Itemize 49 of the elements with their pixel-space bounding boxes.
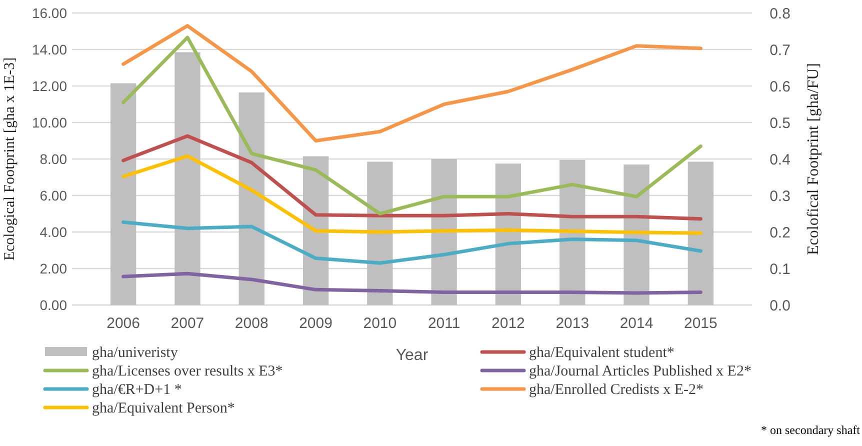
y-axis-title: Ecological Footprint [gha x 1E-3] (2, 57, 18, 261)
x-tick-label: 2010 (363, 315, 397, 332)
legend-label: gha/Enrolled Credists x E-2* (529, 382, 704, 398)
bar (238, 92, 264, 305)
y-tick-label: 10.00 (32, 114, 68, 130)
y2-axis-title: Ecolofical Footprint [gha/FU] (805, 63, 822, 255)
y-tick-label: 4.00 (40, 224, 68, 240)
y-tick-label: 8.00 (40, 150, 68, 167)
legend-label: gha/Journal Articles Published x E2* (529, 364, 752, 380)
x-tick-label: 2009 (299, 315, 332, 332)
x-tick-label: 2011 (428, 315, 460, 332)
y2-tick-label: 0.1 (770, 260, 790, 278)
line-series (122, 36, 702, 216)
y2-tick-label: 0.4 (770, 151, 790, 168)
y2-tick-label: 0.3 (770, 188, 790, 205)
x-tick-label: 2013 (556, 315, 590, 332)
x-tick-label: 2006 (106, 315, 140, 332)
legend-label: gha/€R+D+1 * (92, 382, 182, 398)
text: * on secondary shaft (761, 423, 861, 437)
line-series (122, 134, 702, 221)
y2-tick-label: 0.7 (770, 42, 790, 59)
y-tick-label: 12.00 (32, 78, 68, 94)
y2-tick-label: 0.6 (770, 78, 790, 96)
legend-label: gha/Equivalent Person* (92, 400, 235, 416)
y-tick-label: 14.00 (32, 41, 68, 58)
legend-label: gha/Equivalent student* (529, 345, 674, 361)
bar (174, 52, 200, 305)
y2-tick-label: 0.8 (770, 5, 790, 22)
line-series (122, 272, 702, 295)
x-tick-label: 2014 (620, 315, 654, 332)
line-series (122, 154, 702, 235)
y-tick-label: 6.00 (40, 187, 68, 204)
y-tick-label: 2.00 (40, 260, 68, 276)
x-tick-label: 2008 (234, 315, 268, 332)
y2-tick-label: 0.5 (770, 114, 790, 132)
y2-tick-label: 0.2 (770, 224, 790, 242)
x-tick-label: 2012 (492, 315, 525, 332)
line-series (122, 220, 702, 265)
legend-label: gha/univeristy (92, 345, 178, 361)
y2-tick-label: 0.0 (770, 297, 790, 314)
x-tick-label: 2007 (170, 315, 204, 332)
x-axis-title: Year (396, 347, 429, 364)
bar (110, 83, 136, 305)
legend-label: gha/Licenses over results x E3* (92, 364, 283, 380)
y-tick-label: 0.00 (40, 296, 68, 313)
y-tick-label: 16.00 (32, 4, 68, 21)
line-series (122, 24, 702, 142)
x-tick-label: 2015 (684, 315, 718, 332)
bar (688, 162, 714, 305)
